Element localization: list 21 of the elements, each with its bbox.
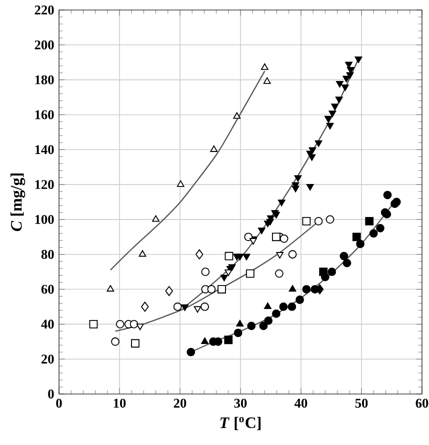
- x-tick-label: 20: [174, 398, 186, 408]
- x-tick-label: 60: [416, 398, 428, 408]
- y-tick-label: 80: [41, 250, 54, 259]
- y-tick-label: 0: [48, 390, 54, 398]
- y-tick-label: 140: [35, 145, 54, 154]
- y-axis-title: C [mg/g]: [10, 174, 26, 232]
- x-tick-label: 30: [234, 398, 247, 408]
- x-tick-label: 10: [114, 398, 126, 408]
- y-tick-label: 180: [35, 75, 54, 84]
- y-tick-label: 200: [34, 40, 54, 50]
- y-tick-label: 160: [35, 110, 54, 120]
- y-tick-label: 40: [41, 320, 54, 329]
- x-tick-label: 0: [56, 398, 62, 408]
- y-tick-label: 100: [35, 214, 54, 224]
- y-tick-label: 220: [34, 6, 54, 14]
- x-tick-label: 40: [294, 398, 308, 408]
- y-tick-label: 20: [42, 354, 54, 364]
- y-tick-label: 60: [41, 284, 54, 294]
- y-tick-label: 120: [35, 180, 54, 190]
- x-axis-title: T [$^{o}$C]: [220, 416, 261, 430]
- x-tick-label: 50: [355, 398, 368, 408]
